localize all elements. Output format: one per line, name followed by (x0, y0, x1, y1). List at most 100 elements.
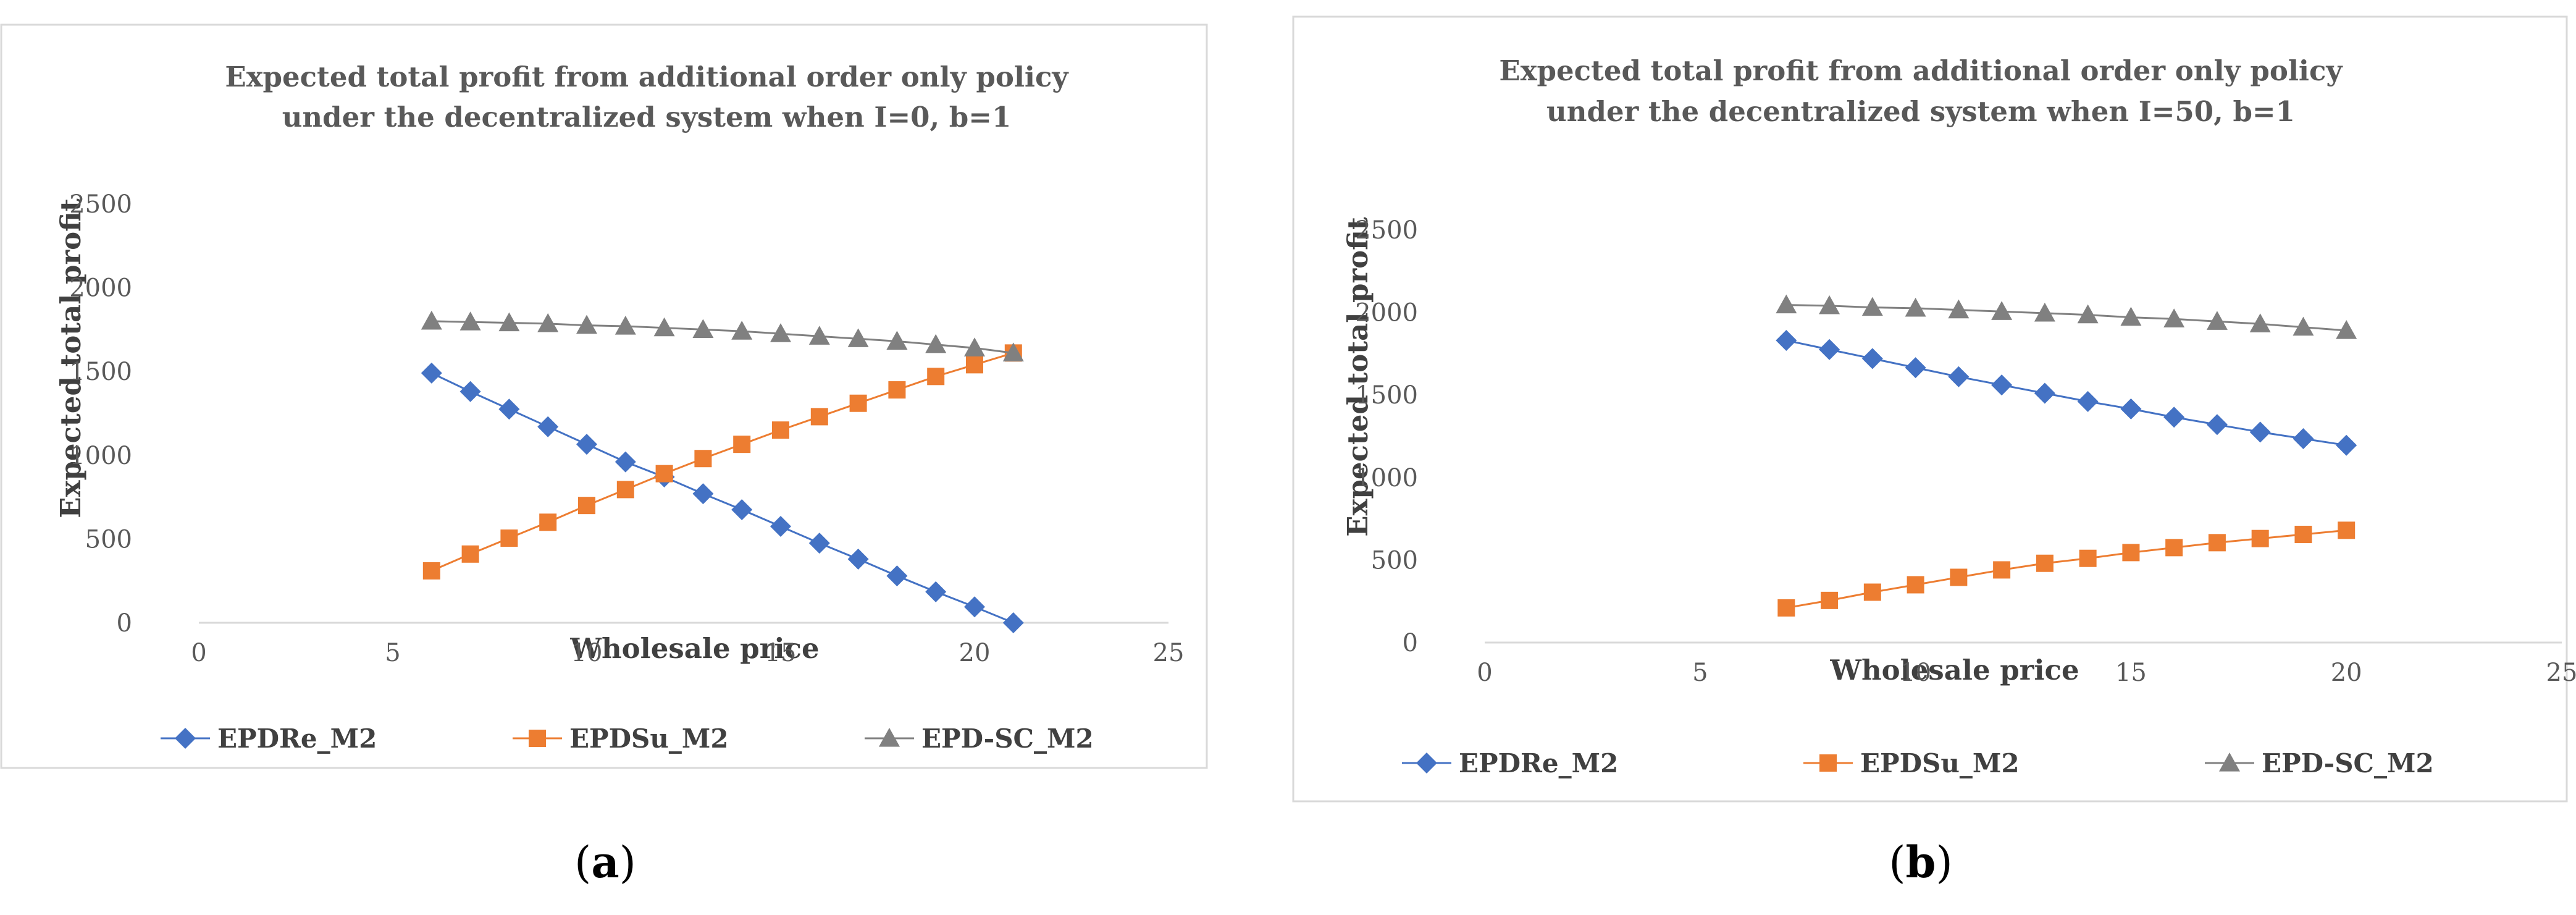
legend-item: EPDSu_M2 (513, 723, 729, 754)
data-point-EPD-SC_M2 (615, 315, 636, 335)
data-point-EPDSu_M2 (2079, 549, 2097, 567)
data-point-EPDSu_M2 (2208, 534, 2226, 552)
data-point-EPD-SC_M2 (692, 319, 714, 338)
data-point-EPD-SC_M2 (1776, 294, 1797, 314)
y-axis-title: Expected total profit (1341, 217, 1374, 537)
data-point-EPDSu_M2 (578, 497, 595, 515)
chart-frame (0, 23, 1208, 769)
data-point-EPDRe_M2 (1861, 348, 1883, 369)
x-tick-label: 20 (959, 639, 991, 667)
data-point-EPDSu_M2 (694, 450, 712, 468)
data-point-EPD-SC_M2 (2077, 304, 2099, 324)
legend-item: EPD-SC_M2 (865, 723, 1094, 754)
data-point-EPDSu_M2 (616, 481, 634, 499)
data-point-EPDRe_M2 (847, 548, 869, 570)
legend-item: EPDRe_M2 (161, 723, 377, 754)
data-point-EPDSu_M2 (849, 394, 867, 412)
data-point-EPDSu_M2 (2165, 539, 2183, 557)
chart-title-line2: under the decentralized system when I=0,… (282, 101, 1012, 133)
data-point-EPDSu_M2 (1993, 561, 2011, 579)
data-point-EPD-SC_M2 (1861, 297, 1883, 316)
x-axis-title: Wholesale price (1829, 654, 2079, 686)
data-point-EPDSu_M2 (655, 465, 673, 483)
legend-item: EPD-SC_M2 (2205, 748, 2434, 778)
data-point-EPDRe_M2 (1819, 339, 1840, 360)
data-point-EPDRe_M2 (925, 581, 947, 602)
data-point-EPDRe_M2 (692, 483, 714, 505)
data-point-EPDSu_M2 (927, 368, 945, 386)
data-point-EPDRe_M2 (498, 398, 520, 420)
y-tick-label: 500 (85, 525, 132, 554)
x-tick-label: 5 (385, 639, 400, 667)
chart-title-line1: Expected total profit from additional or… (225, 61, 1069, 93)
data-point-EPDSu_M2 (2036, 554, 2054, 572)
data-point-EPDRe_M2 (615, 451, 636, 473)
x-tick-label: 25 (1153, 639, 1185, 667)
data-point-EPDRe_M2 (2163, 407, 2185, 428)
data-point-EPDRe_M2 (2120, 398, 2142, 420)
data-point-EPDRe_M2 (964, 596, 985, 618)
data-point-EPD-SC_M2 (2120, 306, 2142, 326)
x-tick-label: 15 (765, 639, 797, 667)
data-point-EPDSu_M2 (2294, 525, 2312, 543)
data-point-EPD-SC_M2 (576, 314, 597, 334)
data-point-EPDRe_M2 (576, 434, 597, 455)
x-tick-label: 20 (2331, 659, 2362, 687)
legend-item: EPDRe_M2 (1402, 748, 1618, 778)
data-point-EPDSu_M2 (1777, 599, 1795, 617)
legend-item: EPDSu_M2 (1803, 748, 2020, 778)
data-point-EPDRe_M2 (770, 516, 791, 538)
data-point-EPD-SC_M2 (2034, 302, 2055, 322)
y-tick-label: 2000 (69, 274, 132, 303)
data-point-EPD-SC_M2 (847, 328, 869, 347)
caption-b: (b) (1889, 837, 1953, 888)
caption-a: (a) (574, 837, 636, 888)
legend-label: EPDRe_M2 (1459, 748, 1618, 778)
data-point-EPD-SC_M2 (964, 337, 985, 356)
data-point-EPDRe_M2 (2206, 414, 2228, 436)
data-point-EPDRe_M2 (459, 381, 481, 402)
data-point-EPD-SC_M2 (770, 323, 791, 342)
data-point-EPDRe_M2 (2034, 382, 2055, 404)
series-line-EPDSu_M2 (431, 352, 1014, 572)
legend: EPDRe_M2 EPDSu_M2 EPD-SC_M2 (161, 723, 1094, 754)
legend-label: EPDSu_M2 (1860, 748, 2020, 778)
data-point-EPD-SC_M2 (537, 313, 559, 332)
y-tick-label: 1000 (1355, 464, 1418, 492)
data-point-EPD-SC_M2 (2163, 308, 2185, 327)
chart-panel-b: Expected total profit from additional or… (1292, 15, 2576, 803)
legend: EPDRe_M2 EPDSu_M2 EPD-SC_M2 (1402, 748, 2434, 778)
data-point-EPDRe_M2 (1002, 612, 1024, 633)
data-point-EPD-SC_M2 (1948, 299, 1970, 319)
x-tick-label: 0 (191, 639, 206, 667)
data-point-EPDSu_M2 (966, 356, 983, 374)
data-point-EPD-SC_M2 (653, 317, 675, 337)
data-point-EPDRe_M2 (2249, 421, 2271, 443)
legend-marker (2219, 753, 2240, 772)
y-tick-label: 1000 (69, 442, 132, 470)
series-line-EPDRe_M2 (431, 372, 1014, 624)
plot-area: 0 5 10 15 20 25 0 500 1000 1500 2000 2500 (1355, 216, 2576, 687)
series-line-EPD-SC_M2 (431, 320, 1013, 354)
data-point-EPDSu_M2 (461, 545, 479, 563)
data-point-EPD-SC_M2 (1991, 301, 2013, 320)
y-axis-title: Expected total profit (54, 198, 87, 518)
y-tick-label: 500 (1371, 546, 1418, 575)
data-point-EPDRe_M2 (1905, 357, 1926, 379)
data-point-EPDSu_M2 (539, 513, 557, 531)
y-tick-label: 0 (1403, 629, 1418, 657)
data-point-EPD-SC_M2 (808, 326, 830, 345)
data-point-EPDRe_M2 (2336, 434, 2357, 456)
legend-marker (175, 728, 196, 749)
data-point-EPDRe_M2 (1991, 374, 2013, 396)
x-tick-label: 5 (1692, 659, 1708, 687)
legend-label: EPDSu_M2 (569, 723, 729, 754)
data-point-EPDRe_M2 (537, 416, 559, 437)
data-point-EPDSu_M2 (810, 408, 828, 426)
data-point-EPDRe_M2 (886, 565, 908, 587)
data-point-EPD-SC_M2 (1905, 297, 1926, 317)
x-tick-label: 10 (1900, 659, 1931, 687)
legend-marker (1819, 754, 1837, 772)
data-point-EPDRe_M2 (1948, 366, 1970, 387)
